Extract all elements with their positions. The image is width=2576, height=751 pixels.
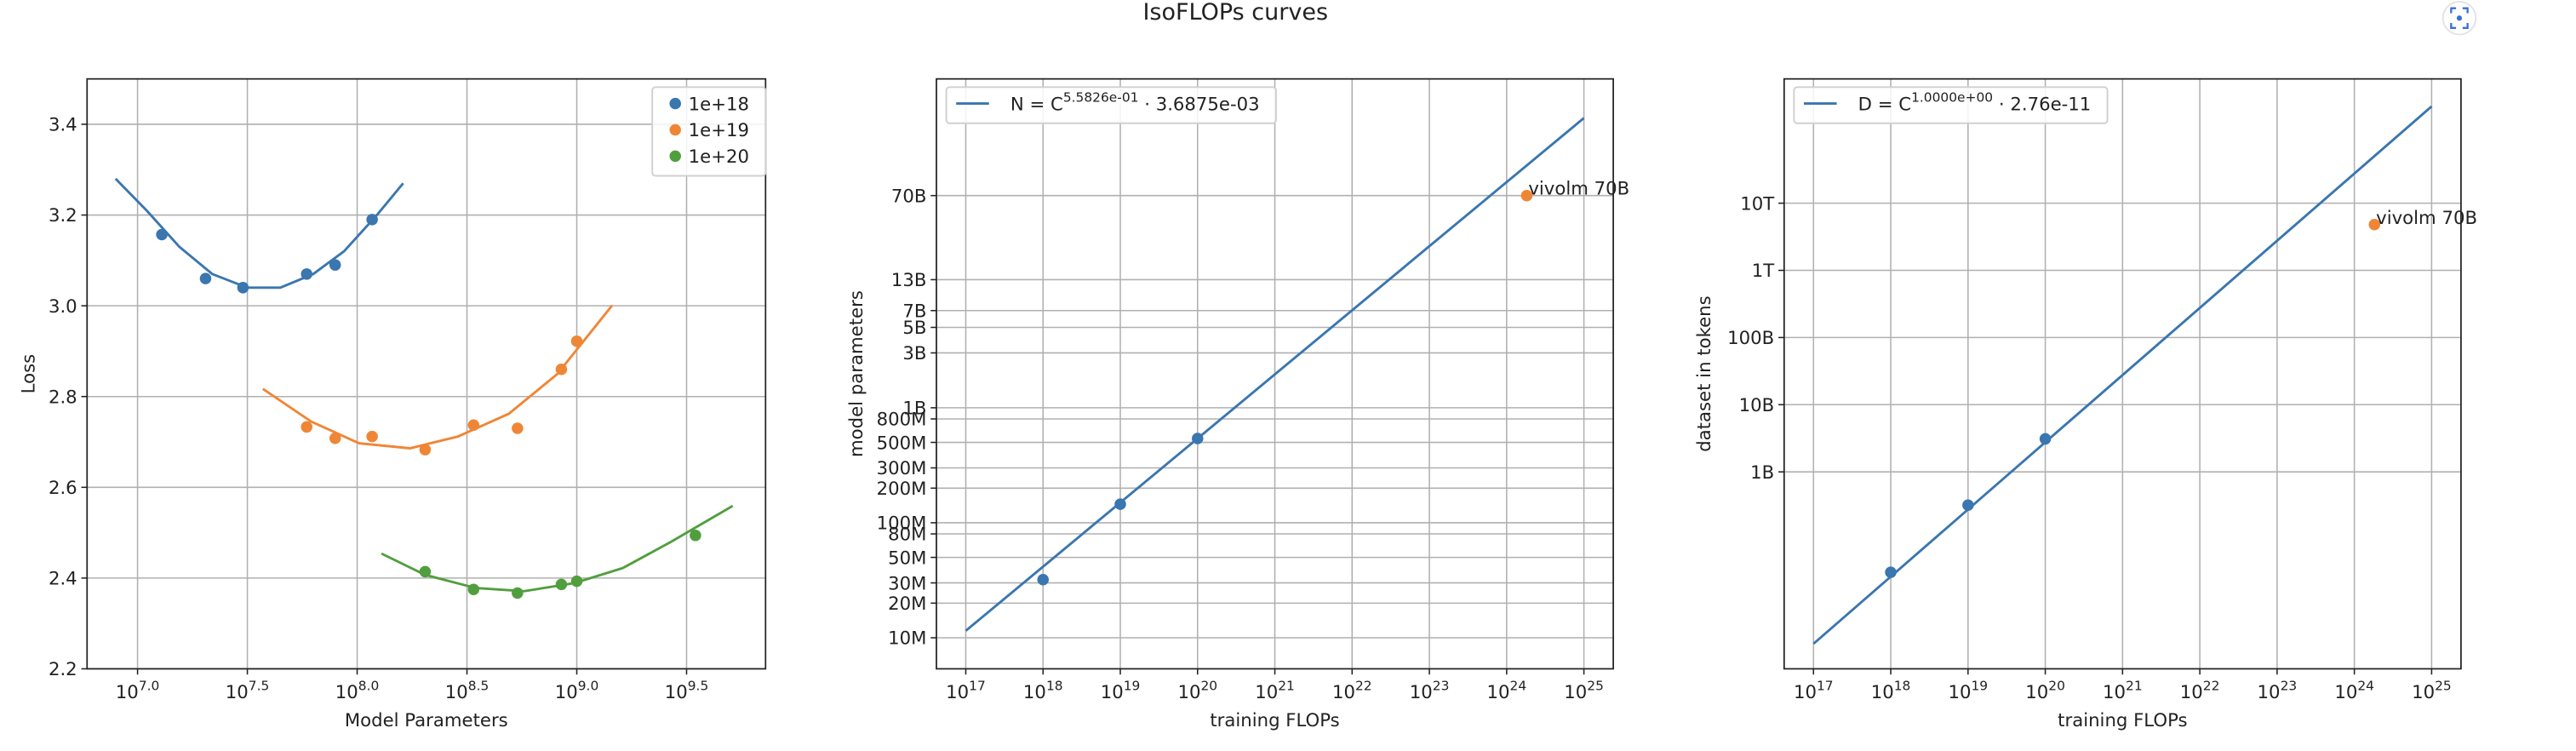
scan-icon[interactable] <box>2441 0 2477 36</box>
legend-label: N = C5.5826e-01 · 3.6875e-03 <box>1010 90 1260 116</box>
line <box>381 504 734 593</box>
legend-marker <box>669 150 681 163</box>
x-tick-label: 109.5 <box>665 679 709 704</box>
y-tick-label: 3.2 <box>49 205 77 226</box>
legend-frame <box>651 86 767 177</box>
legend: 1e+18 1e+19 1e+20 <box>651 86 767 177</box>
y-tick-label: 3.0 <box>49 296 77 318</box>
y-axis-label: dataset in tokens <box>1694 295 1715 451</box>
point <box>1520 189 1533 202</box>
x-tick-label: 1019 <box>1101 679 1141 704</box>
icon-dot[interactable] <box>2456 15 2463 21</box>
y-tick-label: 10B <box>1739 395 1775 416</box>
point <box>690 530 701 542</box>
point <box>1037 574 1050 586</box>
y-tick-label: 200M <box>877 479 927 500</box>
line <box>114 177 404 290</box>
y-tick-label: 50M <box>888 547 926 569</box>
point <box>1885 566 1897 578</box>
point <box>1962 499 1974 511</box>
point <box>419 444 432 456</box>
x-tick-label: 107.0 <box>116 679 160 704</box>
point <box>301 421 313 433</box>
legend-marker <box>669 123 681 136</box>
y-tick-label: 7B <box>902 301 926 322</box>
legend-label: D = C1.0000e+00 · 2.76e-11 <box>1858 90 2092 116</box>
legend: D = C1.0000e+00 · 2.76e-11 <box>1793 86 2109 124</box>
point <box>199 272 212 284</box>
y-tick-label: 1B <box>902 398 926 420</box>
point-label: vivolm 70B <box>2376 208 2477 229</box>
axes-frame <box>936 77 1614 670</box>
y-tick-label: 1B <box>1750 462 1774 484</box>
point <box>1192 433 1204 444</box>
point <box>329 432 341 444</box>
y-tick-label: 80M <box>888 525 926 546</box>
point <box>366 430 378 443</box>
x-tick-label: 1018 <box>1871 679 1911 704</box>
line <box>1812 105 2433 645</box>
y-tick-label: 70B <box>891 186 927 207</box>
x-tick-label: 1025 <box>1564 679 1604 704</box>
x-axis-label: Model Parameters <box>345 710 508 731</box>
line <box>261 304 614 450</box>
y-tick-label: 30M <box>888 573 926 594</box>
x-axis-label: training FLOPs <box>1210 710 1339 731</box>
x-axis-label: training FLOPs <box>2058 710 2187 731</box>
panel: 1017 1018 1019 1020 1021 1022 1023 1024 10251B10… <box>1694 77 2477 731</box>
x-tick-label: 1017 <box>1794 679 1834 704</box>
y-tick-label: 800M <box>877 410 927 431</box>
point <box>2039 433 2052 445</box>
y-axis-label: model parameters <box>846 290 867 457</box>
x-tick-label: 1021 <box>1255 679 1295 704</box>
point <box>512 587 524 599</box>
y-tick-label: 100B <box>1727 328 1774 349</box>
y-tick-label: 2.4 <box>49 569 77 590</box>
point <box>329 259 341 271</box>
axes-frame <box>1783 77 2462 670</box>
point <box>1114 498 1126 510</box>
point <box>512 422 524 434</box>
y-tick-label: 2.2 <box>49 659 77 680</box>
icon-glyph[interactable] <box>2450 7 2469 29</box>
figure-title: IsoFLOPs curves <box>1142 0 1328 26</box>
y-tick-label: 3B <box>902 343 926 364</box>
point-label: vivolm 70B <box>1528 179 1629 200</box>
x-tick-label: 108.5 <box>445 679 489 704</box>
legend-label: 1e+19 <box>689 120 749 141</box>
y-tick-label: 2.6 <box>49 478 77 499</box>
y-tick-label: 1T <box>1752 261 1776 282</box>
line <box>965 117 1585 632</box>
y-tick-label: 10M <box>888 628 926 650</box>
legend: N = C5.5826e-01 · 3.6875e-03 <box>945 86 1277 124</box>
y-tick-label: 20M <box>888 593 926 615</box>
x-tick-label: 1018 <box>1023 679 1063 704</box>
y-axis-label: Loss <box>19 354 40 394</box>
y-tick-label: 10T <box>1740 193 1775 215</box>
legend-label: 1e+18 <box>689 94 749 115</box>
y-tick-label: 500M <box>877 433 927 454</box>
y-tick-label: 5B <box>902 318 926 339</box>
point <box>570 335 583 347</box>
legend-frame <box>1793 86 2109 124</box>
panel: 107.0 107.5 108.0 108.5 109.0 109.52.22.42.62… <box>19 77 767 731</box>
panel: 1017 1018 1019 1020 1021 1022 1023 1024 102510M2… <box>846 77 1629 731</box>
x-tick-label: 109.0 <box>555 679 599 704</box>
y-tick-label: 300M <box>877 458 927 479</box>
y-tick-label: 2.8 <box>49 387 77 408</box>
legend-marker <box>669 97 681 110</box>
legend-frame <box>945 86 1277 124</box>
axes-frame <box>86 77 767 670</box>
y-tick-label: 100M <box>877 513 927 535</box>
x-tick-label: 1023 <box>1410 679 1450 704</box>
legend-label: 1e+20 <box>689 146 749 168</box>
y-tick-label: 3.4 <box>49 115 77 136</box>
point <box>2368 219 2380 231</box>
y-tick-label: 13B <box>891 270 927 291</box>
